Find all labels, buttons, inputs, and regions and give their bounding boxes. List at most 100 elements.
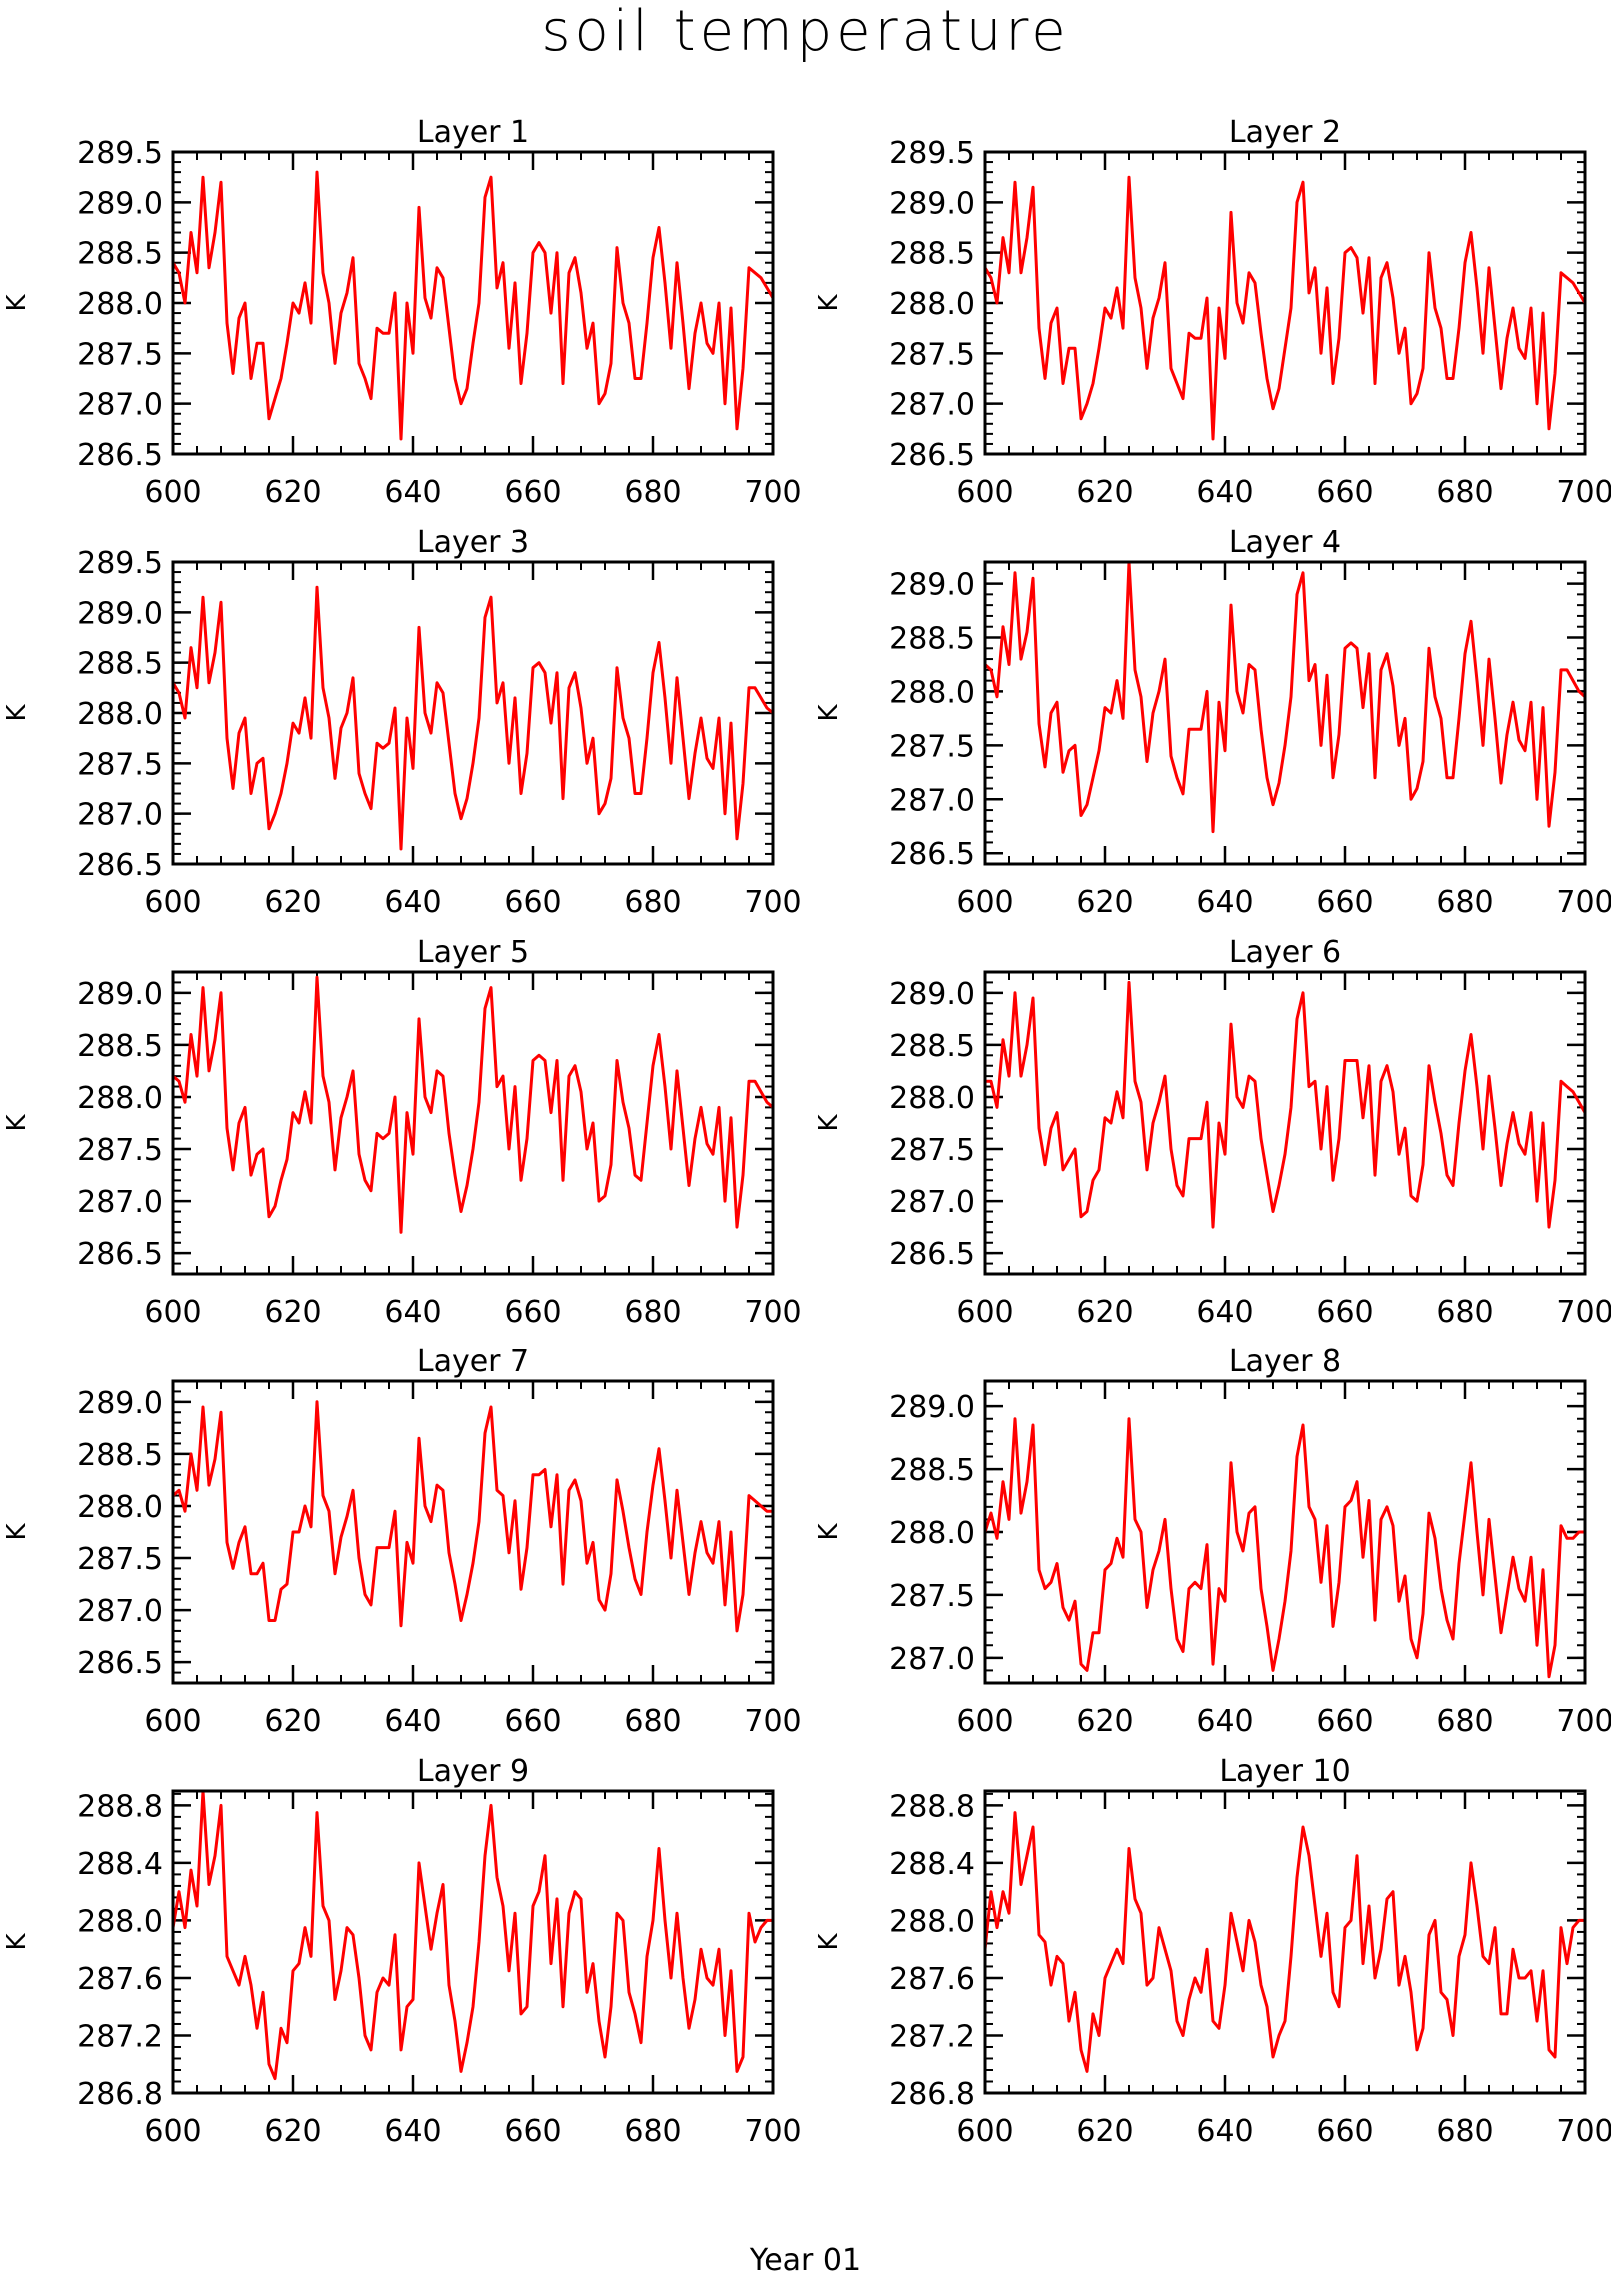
y-tick-label: 286.5 [77,1237,163,1272]
y-tick-label: 286.5 [77,438,163,473]
y-axis-label: K [814,1114,844,1132]
y-tick-label: 288.5 [889,1029,975,1064]
y-tick-label: 286.8 [77,2077,163,2112]
y-tick-label: 286.5 [889,837,975,872]
x-tick-label: 620 [1076,885,1133,920]
y-tick-label: 287.5 [889,337,975,372]
x-tick-label: 660 [504,1704,561,1739]
x-tick-label: 700 [1556,475,1611,510]
y-axis-label: K [814,1523,844,1541]
x-tick-label: 620 [264,475,321,510]
y-tick-label: 288.4 [889,1847,975,1882]
y-axis-label: K [2,1114,32,1132]
y-tick-label: 287.6 [77,1962,163,1997]
plot-frame [173,562,773,864]
y-tick-label: 288.8 [77,1789,163,1824]
y-tick-label: 287.5 [77,337,163,372]
panel-9: Layer 9K600 620 640 660 680 700286.8287.2287.… [2,1754,802,2149]
x-tick-label: 660 [1316,885,1373,920]
y-axis-label: K [2,1933,32,1951]
y-tick-label: 288.0 [77,1081,163,1116]
y-tick-label: 289.0 [889,1390,975,1425]
x-tick-label: 620 [264,1295,321,1330]
y-tick-label: 287.0 [77,388,163,423]
plot-frame [985,152,1585,454]
x-tick-label: 700 [744,885,801,920]
y-tick-label: 287.2 [889,2019,975,2054]
panel-4: Layer 4K600 620 640 660 680 700286.5287.0287.… [814,525,1611,920]
y-tick-label: 289.0 [889,186,975,221]
x-tick-label: 680 [1436,475,1493,510]
x-tick-label: 700 [1556,885,1611,920]
x-tick-label: 600 [144,1295,201,1330]
y-tick-label: 288.5 [77,237,163,272]
panel-1: Layer 1K600 620 640 660 680 700286.5287.0287.… [2,115,802,510]
x-tick-label: 640 [1196,1295,1253,1330]
x-tick-label: 620 [1076,1295,1133,1330]
x-tick-label: 660 [504,885,561,920]
y-tick-label: 288.0 [889,287,975,322]
y-tick-label: 289.5 [889,136,975,171]
panel-title: Layer 3 [417,525,529,560]
x-tick-label: 620 [1076,475,1133,510]
series-line [173,172,773,439]
x-tick-label: 700 [1556,1704,1611,1739]
x-tick-label: 620 [1076,2114,1133,2149]
x-tick-label: 700 [1556,2114,1611,2149]
x-tick-label: 640 [384,885,441,920]
y-tick-label: 289.0 [77,977,163,1012]
y-tick-label: 288.5 [889,622,975,657]
y-tick-label: 286.8 [889,2077,975,2112]
x-tick-label: 660 [1316,1704,1373,1739]
y-axis-label: K [2,1523,32,1541]
plot-frame [985,1381,1585,1683]
x-tick-label: 680 [1436,1704,1493,1739]
panel-title: Layer 5 [417,935,529,970]
x-tick-label: 640 [1196,1704,1253,1739]
y-tick-label: 288.5 [889,1453,975,1488]
series-line [173,1402,773,1631]
y-tick-label: 288.0 [77,1490,163,1525]
x-tick-label: 620 [1076,1704,1133,1739]
series-line [173,1791,773,2079]
plot-frame [173,152,773,454]
y-tick-label: 289.0 [77,186,163,221]
x-tick-label: 600 [956,885,1013,920]
y-tick-label: 287.0 [889,388,975,423]
series-line [985,982,1585,1227]
y-tick-label: 288.4 [77,1847,163,1882]
panel-title: Layer 6 [1229,935,1341,970]
x-tick-label: 680 [1436,885,1493,920]
y-tick-label: 287.0 [77,798,163,833]
y-axis-label: K [2,294,32,312]
y-axis-label: K [814,704,844,722]
y-tick-label: 286.5 [77,1646,163,1681]
y-tick-label: 287.0 [77,1594,163,1629]
x-tick-label: 600 [144,475,201,510]
x-tick-label: 600 [956,1704,1013,1739]
y-tick-label: 286.5 [889,1237,975,1272]
panel-2: Layer 2K600 620 640 660 680 700286.5287.0287.… [814,115,1611,510]
x-tick-label: 660 [504,475,561,510]
x-tick-label: 640 [384,1704,441,1739]
series-line [985,177,1585,439]
panel-title: Layer 10 [1219,1754,1350,1789]
y-tick-label: 288.0 [889,1904,975,1939]
y-tick-label: 288.5 [889,237,975,272]
y-tick-label: 288.0 [889,1081,975,1116]
y-tick-label: 288.0 [77,1904,163,1939]
x-tick-label: 620 [264,1704,321,1739]
y-tick-label: 288.5 [77,647,163,682]
y-tick-label: 287.2 [77,2019,163,2054]
x-tick-label: 600 [956,475,1013,510]
x-tick-label: 600 [956,2114,1013,2149]
panel-3: Layer 3 K 600 620 640 660 680 700 286.5 287.0 287.… [2,525,802,920]
x-tick-label: 680 [624,1295,681,1330]
x-tick-label: 660 [1316,475,1373,510]
x-tick-label: 660 [1316,1295,1373,1330]
series-line [173,977,773,1232]
y-tick-label: 287.5 [889,1133,975,1168]
y-tick-label: 289.5 [77,136,163,171]
panel-6: Layer 6K600 620 640 660 680 700286.5287.0287.… [814,935,1611,1330]
